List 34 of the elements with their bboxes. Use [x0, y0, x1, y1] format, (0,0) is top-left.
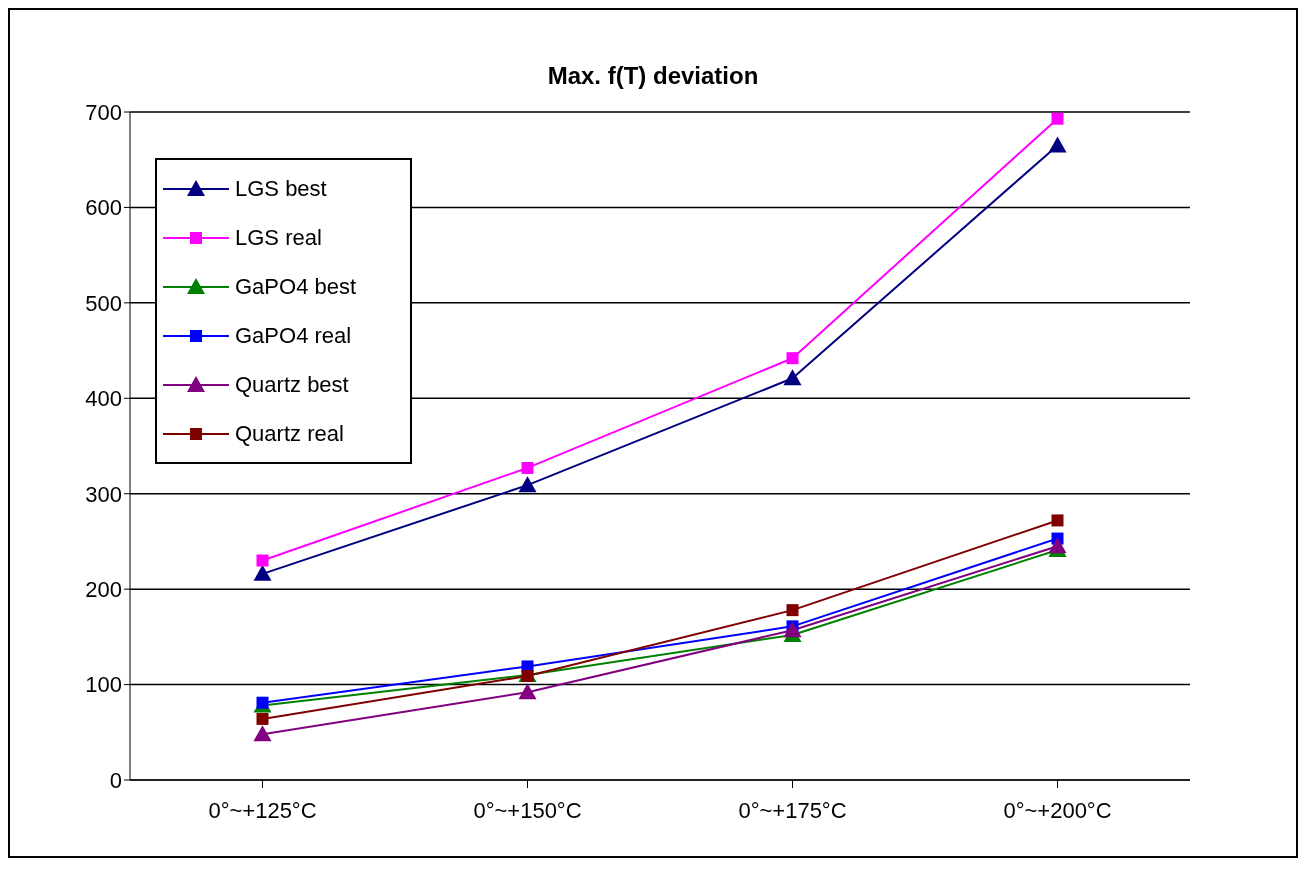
point: [786, 352, 799, 365]
point: [1048, 136, 1067, 153]
x-tick-label: 0°~+175°C: [738, 797, 847, 823]
point: [1048, 537, 1067, 554]
x-tick-label: 0°~+125°C: [208, 797, 317, 823]
point: [521, 461, 534, 474]
point: [518, 683, 537, 700]
legend-label: LGS best: [235, 175, 327, 202]
point: [1051, 514, 1064, 527]
point: [1051, 112, 1064, 125]
point: [783, 621, 802, 638]
y-tick-label: 600: [85, 195, 122, 221]
x-tick-label: 0°~+150°C: [473, 797, 582, 823]
y-tick-label: 400: [85, 386, 122, 412]
y-tick-label: 100: [85, 672, 122, 698]
point: [786, 604, 799, 617]
point: [256, 554, 269, 567]
legend-label: GaPO4 real: [235, 322, 352, 349]
x-tick-label: 0°~+200°C: [1003, 797, 1112, 823]
point: [256, 712, 269, 725]
legend-label: LGS real: [235, 224, 322, 251]
legend-label: Quartz best: [235, 371, 349, 398]
legend-label: GaPO4 best: [235, 273, 357, 300]
chart-title: Max. f(T) deviation: [546, 62, 760, 90]
y-tick-label: 300: [85, 481, 122, 507]
point: [783, 369, 802, 386]
legend-label: Quartz real: [235, 420, 344, 447]
point: [253, 564, 272, 581]
y-tick-label: 200: [85, 576, 122, 602]
y-tick-label: 500: [85, 290, 122, 316]
point: [518, 476, 537, 493]
y-tick-label: 700: [85, 99, 122, 125]
point: [253, 725, 272, 742]
y-tick-label: 0: [109, 767, 122, 793]
